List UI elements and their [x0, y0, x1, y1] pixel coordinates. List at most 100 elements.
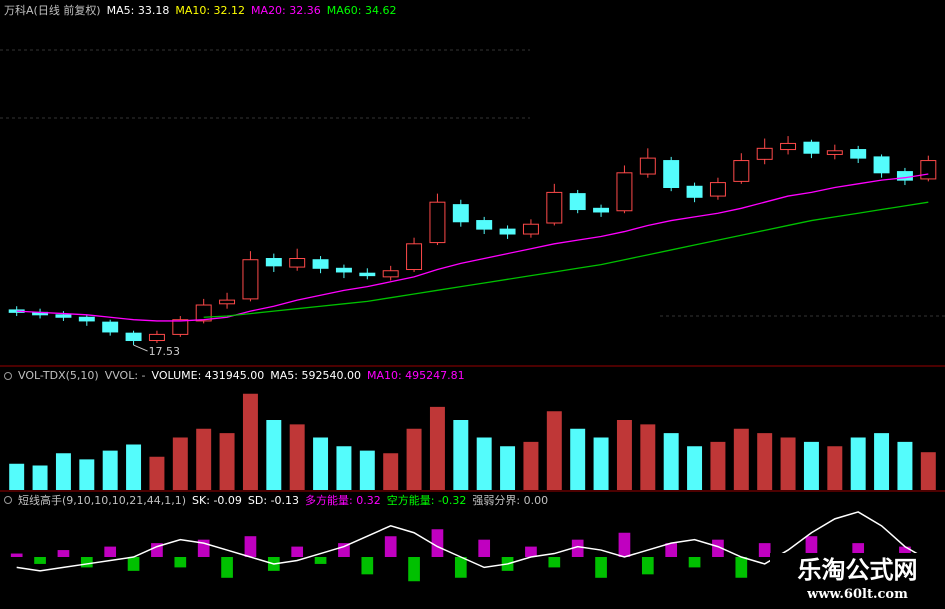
volume-bar — [149, 456, 165, 490]
candle-body — [780, 142, 797, 151]
settings-icon[interactable] — [4, 496, 12, 504]
watermark: 乐淘公式网 www.60lt.com — [770, 553, 945, 609]
oscillator-header: 短线高手(9,10,10,10,21,44,1,1) SK: -0.09 SD: … — [4, 492, 548, 508]
candle-body — [429, 201, 446, 244]
candle-body — [102, 321, 119, 333]
volume-bar — [780, 437, 796, 490]
ma-line — [203, 201, 929, 318]
volume-bar — [616, 420, 632, 490]
volume-bar — [687, 446, 703, 490]
candle-body — [920, 160, 937, 180]
indicator-value: MA5: 33.18 — [106, 3, 170, 17]
candle-body — [546, 191, 563, 224]
volume-bar — [523, 441, 539, 490]
volume-bar — [196, 428, 212, 490]
settings-icon[interactable] — [4, 371, 12, 380]
indicator-value: SK: -0.09 — [192, 493, 242, 507]
candle-body — [335, 267, 352, 273]
volume-bar — [500, 446, 516, 490]
price-header: 万科A(日线 前复权) MA5: 33.18 MA10: 32.12 MA20: 3… — [4, 2, 396, 18]
volume-bar — [336, 446, 352, 490]
volume-bar — [79, 459, 95, 490]
low-label: 17.53 — [149, 345, 181, 358]
candle-body — [265, 258, 282, 267]
volume-bar — [733, 428, 749, 490]
volume-bar — [827, 446, 843, 490]
candle-body — [686, 185, 703, 198]
candle-body — [873, 156, 890, 174]
panel-title: VOL-TDX(5,10) — [18, 369, 99, 382]
watermark-url: www.60lt.com — [807, 587, 908, 602]
indicator-value: VOLUME: 431945.00 — [151, 369, 265, 382]
volume-bar — [453, 420, 469, 490]
volume-bar — [289, 424, 305, 490]
indicator-value: 多方能量: 0.32 — [305, 494, 381, 507]
volume-bar — [242, 393, 258, 490]
candle-body — [148, 333, 165, 342]
candle-body — [359, 272, 376, 277]
candle-body — [663, 160, 680, 189]
candle-body — [709, 182, 726, 197]
volume-bar — [593, 437, 609, 490]
volume-bar — [850, 437, 866, 490]
candle-body — [826, 150, 843, 155]
candle-body — [219, 299, 236, 305]
candle-body — [616, 172, 633, 212]
volume-bar — [546, 411, 562, 490]
indicator-value: MA5: 592540.00 — [270, 369, 361, 382]
indicator-value: VVOL: - — [104, 369, 146, 382]
candle-body — [406, 243, 423, 271]
candle-body — [733, 160, 750, 182]
candle-body — [125, 332, 142, 342]
candle-body — [242, 259, 259, 300]
volume-bar — [874, 433, 890, 490]
candle-body — [896, 171, 913, 181]
volume-bar — [710, 441, 726, 490]
volume-bar — [55, 453, 71, 490]
indicator-value: MA60: 34.62 — [326, 3, 397, 17]
volume-bar — [897, 441, 913, 490]
volume-bar — [663, 433, 679, 490]
candle-body — [172, 319, 189, 335]
indicator-value: SD: -0.13 — [247, 493, 300, 507]
volume-bar — [803, 441, 819, 490]
volume-bar — [383, 453, 399, 490]
candle-body — [850, 149, 867, 159]
candle-body — [639, 157, 656, 175]
candle-body — [382, 270, 399, 278]
candle-body — [476, 220, 493, 230]
volume-bar — [359, 450, 375, 490]
candle-body — [593, 207, 610, 213]
volume-bar — [429, 406, 445, 490]
candle-body — [803, 141, 820, 154]
volume-header: VOL-TDX(5,10) VVOL: - VOLUME: 431945.00 MA… — [4, 369, 465, 382]
indicator-value: 空方能量: -0.32 — [386, 494, 467, 507]
indicator-value: MA10: 32.12 — [175, 3, 246, 17]
volume-bar — [9, 463, 25, 490]
candle-body — [312, 259, 329, 269]
candle-body — [522, 223, 539, 235]
volume-bar — [32, 465, 48, 490]
volume-bar — [172, 437, 188, 490]
volume-bar — [757, 433, 773, 490]
volume-bar — [313, 437, 329, 490]
volume-bar — [476, 437, 492, 490]
candle-body — [55, 314, 72, 318]
volume-bar — [570, 428, 586, 490]
volume-bar — [126, 444, 142, 490]
candle-body — [569, 193, 586, 211]
indicator-value: 强弱分界: 0.00 — [472, 494, 549, 507]
volume-bar — [406, 428, 422, 490]
volume-bar — [102, 450, 118, 490]
candle-body — [756, 147, 773, 160]
panel-title: 万科A(日线 前复权) — [4, 4, 101, 17]
volume-bar — [266, 420, 282, 490]
indicator-value: MA20: 32.36 — [251, 3, 321, 17]
candle-body — [78, 316, 95, 322]
low-pointer — [133, 344, 148, 352]
volume-bar — [219, 433, 235, 490]
candle-body — [452, 204, 469, 223]
ma-line — [16, 173, 929, 322]
